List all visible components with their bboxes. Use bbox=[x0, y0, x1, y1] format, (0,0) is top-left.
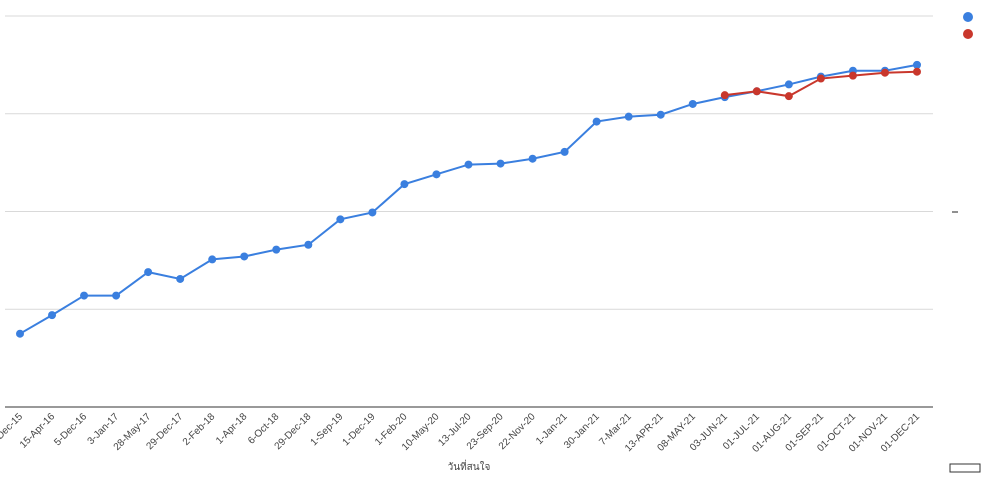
point bbox=[176, 274, 185, 283]
point bbox=[208, 255, 217, 264]
series-line bbox=[19, 63, 918, 335]
point bbox=[624, 112, 633, 121]
point bbox=[784, 80, 793, 89]
point bbox=[560, 147, 569, 156]
legend-marker bbox=[963, 12, 973, 22]
x-axis-label: วันที่สนใจ bbox=[448, 459, 491, 473]
point bbox=[240, 252, 249, 261]
point bbox=[592, 117, 601, 126]
point bbox=[16, 329, 24, 338]
x-tick-label: 1-Dec-19 bbox=[341, 411, 378, 448]
x-tick-label: 15-Apr-16 bbox=[18, 411, 58, 451]
point bbox=[304, 240, 313, 249]
point bbox=[528, 154, 537, 163]
point bbox=[752, 87, 761, 96]
point bbox=[880, 68, 889, 77]
x-tick-label: 5-Dec-16 bbox=[52, 411, 89, 448]
x-tick-label: 2-Feb-18 bbox=[181, 411, 218, 448]
point bbox=[913, 60, 921, 69]
point bbox=[112, 291, 121, 300]
point bbox=[80, 291, 89, 300]
point bbox=[272, 245, 281, 254]
point bbox=[48, 311, 57, 320]
point bbox=[688, 99, 697, 108]
x-tick-label: 30-Jan-21 bbox=[562, 411, 602, 451]
point bbox=[464, 160, 473, 169]
point bbox=[656, 110, 665, 119]
point bbox=[368, 208, 377, 217]
point bbox=[496, 159, 505, 168]
legend-marker bbox=[963, 29, 973, 39]
point bbox=[432, 170, 441, 179]
point bbox=[848, 71, 857, 80]
point bbox=[400, 180, 409, 189]
logo bbox=[949, 463, 981, 473]
x-tick-label: 1-Sep-19 bbox=[309, 411, 346, 448]
x-tick-label: 1-Apr-18 bbox=[214, 411, 250, 447]
point bbox=[720, 91, 729, 100]
point bbox=[816, 74, 825, 83]
point bbox=[144, 268, 153, 277]
point bbox=[336, 215, 345, 224]
point bbox=[784, 92, 793, 101]
point bbox=[913, 67, 921, 76]
